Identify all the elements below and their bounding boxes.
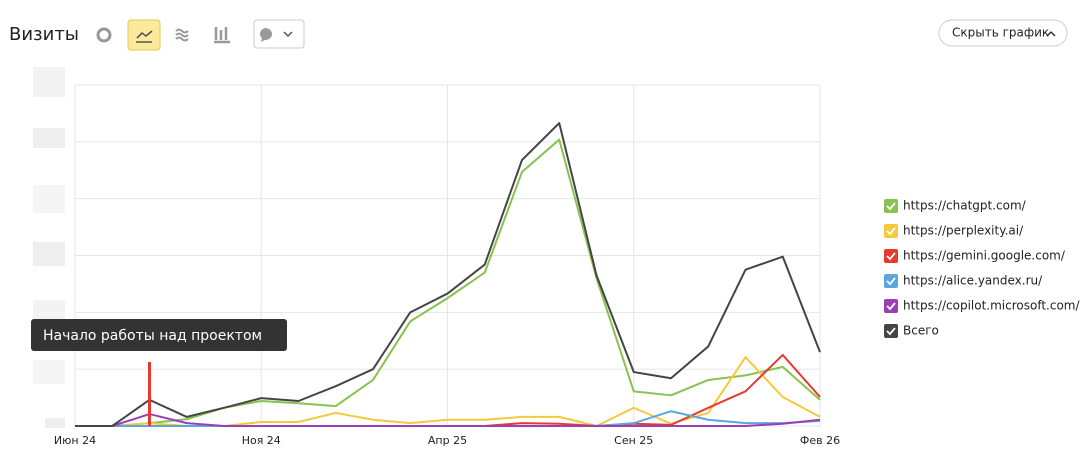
series-line: [75, 122, 821, 427]
toolbar: [96, 19, 305, 51]
annotation-tooltip: [31, 319, 287, 351]
page-title: Визиты: [9, 24, 79, 45]
series-line: [75, 138, 821, 427]
legend-check: [886, 277, 896, 286]
x-tick-label: Фев 26: [800, 434, 840, 447]
dropdown-arrow: [283, 31, 293, 38]
legend-label: https://copilot.microsoft.com/: [903, 299, 1080, 313]
legend-label: https://perplexity.ai/: [903, 224, 1024, 238]
legend-label: https://alice.yandex.ru/: [903, 274, 1043, 288]
x-tick-label: Июн 24: [54, 434, 96, 447]
pie-icon[interactable]: [96, 27, 112, 43]
legend-label: Всего: [903, 324, 939, 338]
hide-chart-label: Скрыть график: [952, 26, 1049, 40]
legend-checkbox[interactable]: [884, 299, 898, 313]
legend-checkbox[interactable]: [884, 224, 898, 238]
legend-check: [886, 252, 896, 261]
legend-checkbox[interactable]: [884, 274, 898, 288]
legend-checkbox[interactable]: [884, 199, 898, 213]
x-tick-label: Апр 25: [428, 434, 467, 447]
legend-checkbox[interactable]: [884, 249, 898, 263]
x-tick-label: Ноя 24: [242, 434, 281, 447]
legend-checkbox[interactable]: [884, 324, 898, 338]
legend-check: [886, 302, 896, 311]
x-tick-label: Сен 25: [614, 434, 653, 447]
annotation-text: Начало работы над проектом: [43, 328, 262, 344]
notes-button[interactable]: [253, 19, 305, 49]
series-line: [75, 413, 821, 427]
chevron-up: [1046, 31, 1056, 37]
legend-label: https://gemini.google.com/: [903, 249, 1066, 263]
line-icon: [136, 30, 153, 43]
legend-check: [886, 202, 896, 211]
legend-label: https://chatgpt.com/: [903, 199, 1027, 213]
blurred-y-labels: [33, 67, 65, 428]
bar-icon[interactable]: [214, 27, 230, 44]
area-icon[interactable]: [175, 28, 189, 42]
notes-icon: [259, 28, 272, 42]
legend-check: [886, 227, 896, 236]
legend-check: [886, 327, 896, 336]
hide-chart-button[interactable]: [938, 19, 1068, 47]
